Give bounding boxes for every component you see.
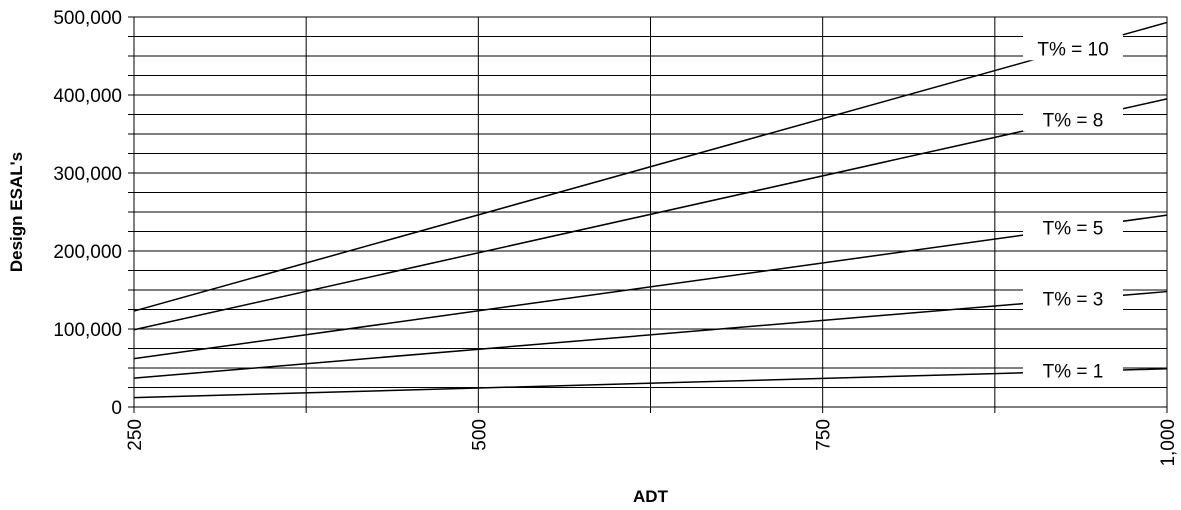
x-axis-title: ADT [633, 487, 669, 506]
series-label: T% = 10 [1037, 39, 1108, 60]
axes: 0 100,000 200,000 300,000 400,000 500,000 250 5… [53, 8, 1179, 467]
series-line [133, 290, 1168, 379]
series-label-bg [1023, 356, 1123, 383]
series-line [133, 214, 1168, 360]
series-labels: T% = 10 T% = 8 T% = 5 T% = 3 T% = 1 [1023, 34, 1123, 383]
series-line [133, 21, 1168, 312]
series-lines [133, 21, 1168, 399]
series-label: T% = 8 [1043, 110, 1104, 131]
x-tick-label: 250 [125, 419, 146, 451]
series-label-bg [1023, 34, 1123, 61]
series-line [133, 98, 1168, 331]
x-tick-label: 1,000 [1158, 419, 1179, 467]
series-label: T% = 5 [1043, 218, 1104, 239]
series-label-bg [1023, 284, 1123, 311]
y-tick-label: 200,000 [53, 242, 122, 263]
y-tick-label: 500,000 [53, 8, 122, 29]
series-label-bg [1023, 105, 1123, 132]
series-label: T% = 1 [1043, 361, 1104, 382]
y-tick-label: 100,000 [53, 320, 122, 341]
y-tick-label: 0 [111, 398, 122, 419]
series-label: T% = 3 [1043, 290, 1104, 311]
x-tick-label: 750 [814, 419, 835, 451]
y-axis-title: Design ESAL's [7, 152, 26, 272]
x-tick-label: 500 [469, 419, 490, 451]
y-tick-label: 300,000 [53, 164, 122, 185]
grid [133, 16, 1168, 408]
series-label-bg [1023, 213, 1123, 240]
y-tick-label: 400,000 [53, 86, 122, 107]
series-line [133, 368, 1168, 399]
